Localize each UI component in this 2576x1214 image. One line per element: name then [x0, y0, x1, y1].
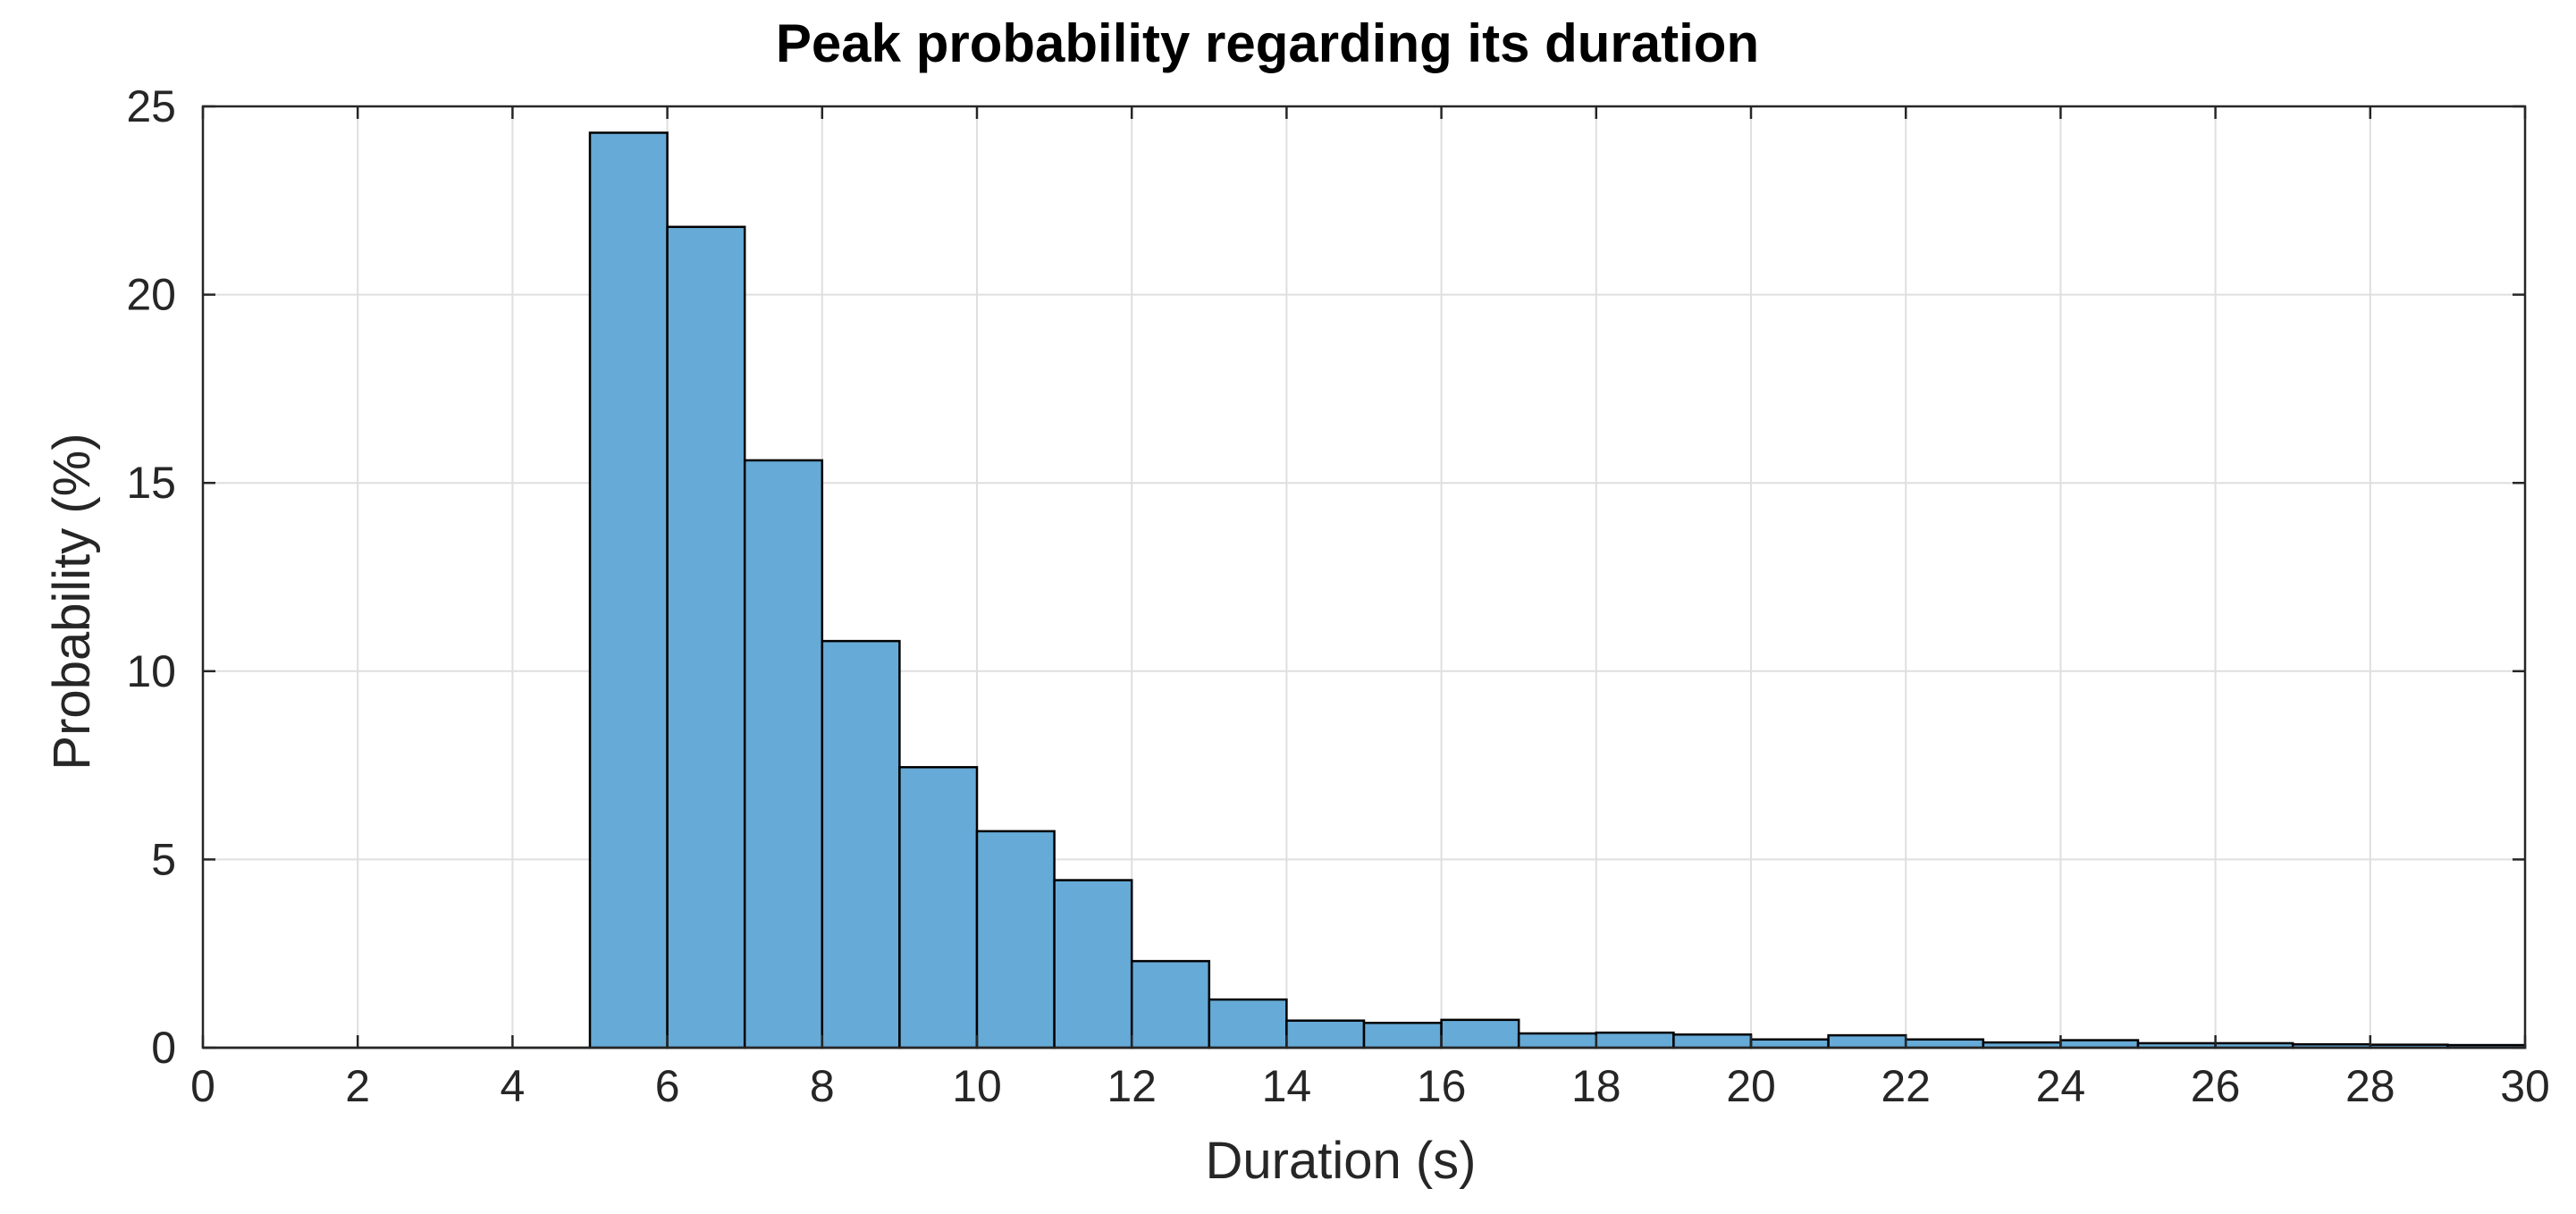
histogram-bar — [821, 639, 901, 1050]
histogram-bar — [1749, 1038, 1830, 1050]
histogram-bar — [1208, 998, 1288, 1050]
histogram-bar — [898, 765, 979, 1050]
histogram-bar — [1672, 1033, 1753, 1050]
histogram-bar — [1362, 1021, 1443, 1050]
x-tick-label: 0 — [190, 1061, 215, 1111]
histogram-bar — [1595, 1031, 1675, 1050]
histogram-bar — [1517, 1032, 1598, 1050]
histogram-bar — [1827, 1033, 1907, 1050]
y-tick-label: 25 — [126, 81, 176, 131]
x-axis-label: Duration (s) — [1206, 1132, 1477, 1190]
histogram-bar — [588, 131, 669, 1050]
chart-title: Peak probability regarding its duration — [776, 13, 1759, 73]
x-tick-label: 28 — [2345, 1061, 2395, 1111]
y-tick-label: 5 — [151, 834, 176, 884]
x-tick-label: 18 — [1571, 1061, 1621, 1111]
y-tick-label: 0 — [151, 1023, 176, 1073]
y-tick-label: 15 — [126, 458, 176, 508]
histogram-bar — [1130, 959, 1211, 1050]
x-tick-label: 14 — [1262, 1061, 1312, 1111]
x-tick-labels: 0 2 4 6 8 10 12 14 16 18 20 22 24 26 28 30 — [190, 1061, 2550, 1111]
x-tick-label: 22 — [1881, 1061, 1931, 1111]
x-tick-label: 20 — [1726, 1061, 1776, 1111]
x-tick-label: 30 — [2500, 1061, 2550, 1111]
histogram-bar — [975, 830, 1056, 1050]
x-tick-label: 26 — [2191, 1061, 2241, 1111]
x-tick-label: 2 — [345, 1061, 370, 1111]
x-tick-label: 10 — [952, 1061, 1002, 1111]
y-tick-label: 20 — [126, 270, 176, 320]
histogram-bar — [1904, 1038, 1985, 1050]
histogram-bar — [666, 225, 746, 1050]
x-tick-label: 24 — [2036, 1061, 2086, 1111]
x-tick-label: 16 — [1417, 1061, 1467, 1111]
tick-marks — [201, 105, 2527, 1050]
histogram-bar — [1285, 1019, 1366, 1050]
y-axis-label: Probability (%) — [43, 433, 101, 770]
histogram-bar — [743, 459, 824, 1050]
x-tick-label: 12 — [1107, 1061, 1157, 1111]
y-tick-labels: 0 5 10 15 20 25 — [126, 81, 176, 1073]
axes-box — [201, 105, 2527, 1050]
x-tick-label: 6 — [655, 1061, 680, 1111]
x-tick-label: 4 — [500, 1061, 525, 1111]
histogram-bar — [1053, 879, 1133, 1050]
y-tick-label: 10 — [126, 646, 176, 696]
x-tick-label: 8 — [810, 1061, 835, 1111]
histogram-bar — [1440, 1018, 1520, 1050]
histogram-bar — [2059, 1039, 2140, 1050]
